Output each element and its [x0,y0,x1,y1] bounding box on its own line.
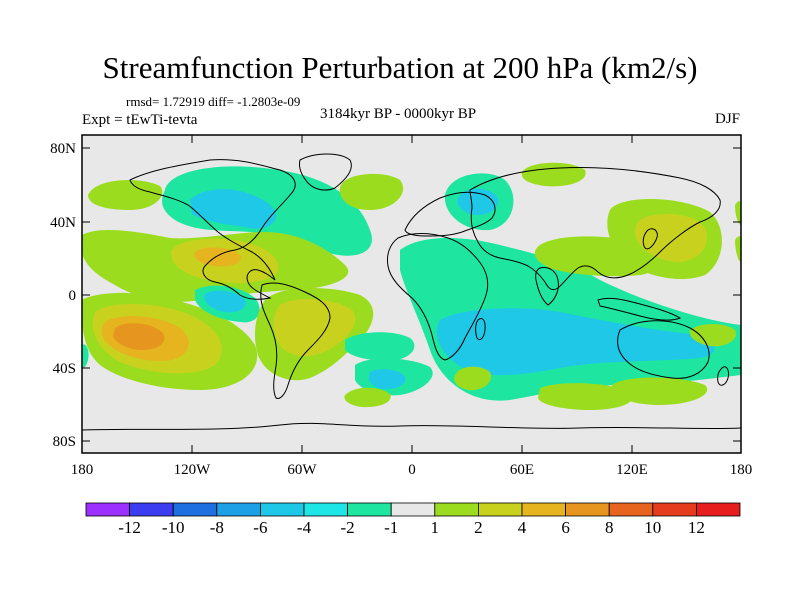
colorbar-swatch [390,502,436,517]
coast-australia [617,320,710,379]
contour-pos-natl [339,173,404,210]
colorbar-label: 10 [644,518,662,537]
lon-label-180w: 180 [71,462,94,478]
colorbar-label: -12 [118,518,141,537]
stats-line: rmsd= 1.72919 diff= -1.2803e-09 [126,94,301,109]
coast-india [535,267,559,306]
contour-pos-nz [689,324,736,347]
colorbar-swatch [521,502,566,517]
lon-label-120e: 120E [616,462,648,478]
contour-pos-south-ind [538,383,633,410]
contour-pos-satl-core [273,298,356,357]
season-label: DJF [714,111,740,127]
contour-pos-east-edge2 [735,236,741,262]
colorbar-label: -10 [161,518,185,537]
coast-europe [404,191,496,237]
colorbar-label: 4 [517,518,527,537]
contour-fields [82,162,741,410]
colorbar-swatch [608,502,654,517]
coast-north-america [129,159,296,300]
coast-indonesia [597,297,682,321]
contour-neg-namerica [190,189,277,229]
lat-label-80n: 80N [50,141,76,157]
colorbar-swatch [565,502,610,517]
lon-label-120w: 120W [174,462,212,478]
coast-antarctica [82,422,741,431]
lat-label-40s: 40S [53,361,76,377]
coast-japan [642,228,658,250]
colorbar-swatch [172,502,218,517]
colorbar-swatch [477,502,523,517]
lon-label-0: 0 [408,462,416,478]
colorbar-swatch [696,502,741,517]
lat-label-0: 0 [69,288,77,304]
colorbar-label: 2 [474,518,483,537]
colorbar-swatch [216,502,261,517]
contour-pos-spac-core [113,323,165,350]
colorbar-label: 12 [687,518,705,537]
lat-ticks [82,147,741,442]
lat-label-80s: 80S [53,434,76,450]
lon-label-180e: 180 [730,462,753,478]
colorbar-label: -2 [340,518,355,537]
coast-south-america [260,282,331,399]
coast-greenland [299,153,352,191]
colorbar-swatch [434,502,479,517]
contour-neg-satl-low [345,332,415,361]
contour-pos-mexico-core [194,247,241,267]
coast-asia [469,166,721,291]
colorbar-swatch [129,502,174,517]
lon-label-60e: 60E [510,462,534,478]
contour-pos-arctic [521,162,586,187]
contour-pos-east-edge [735,201,741,225]
contour-pos-wpac-core [634,213,708,262]
colorbar-swatch [347,502,392,517]
colorbar-swatch [652,502,697,517]
chart-title: Streamfunction Perturbation at 200 hPa (… [102,50,698,85]
coast-madagascar [475,317,486,341]
colorbar [85,502,741,517]
contour-neg-sam-core [204,290,246,313]
colorbar-swatch [85,502,130,517]
contour-neg-europe-core [457,188,499,216]
colorbar-label: -6 [253,518,268,537]
coast-new-zealand [717,366,729,386]
colorbar-label: -8 [209,518,224,537]
colorbar-swatch [303,502,348,517]
colorbar-label: -1 [384,518,399,537]
contour-neg-south-core [368,369,406,390]
contour-pos-south-small [454,366,492,391]
contour-pos-south-pac [611,377,708,405]
colorbar-label: 1 [430,518,440,537]
contour-neg-west-edge [82,344,89,368]
coastlines [82,153,741,431]
colorbar-label: -4 [296,518,312,537]
contour-neg-indian-core [436,308,715,376]
coast-africa [387,233,489,361]
lon-label-60w: 60W [287,462,317,478]
colorbar-label: 6 [561,518,570,537]
experiment-label: Expt = tEwTi-tevta [82,112,198,128]
colorbar-label: 8 [604,518,614,537]
lon-ticks [81,135,742,453]
contour-pos-south-atl [344,387,391,408]
colorbar-swatch [259,502,305,517]
lat-label-40n: 40N [50,215,76,231]
period-label: 3184kyr BP - 0000kyr BP [320,106,477,122]
contour-pos-nwpac [88,179,163,210]
